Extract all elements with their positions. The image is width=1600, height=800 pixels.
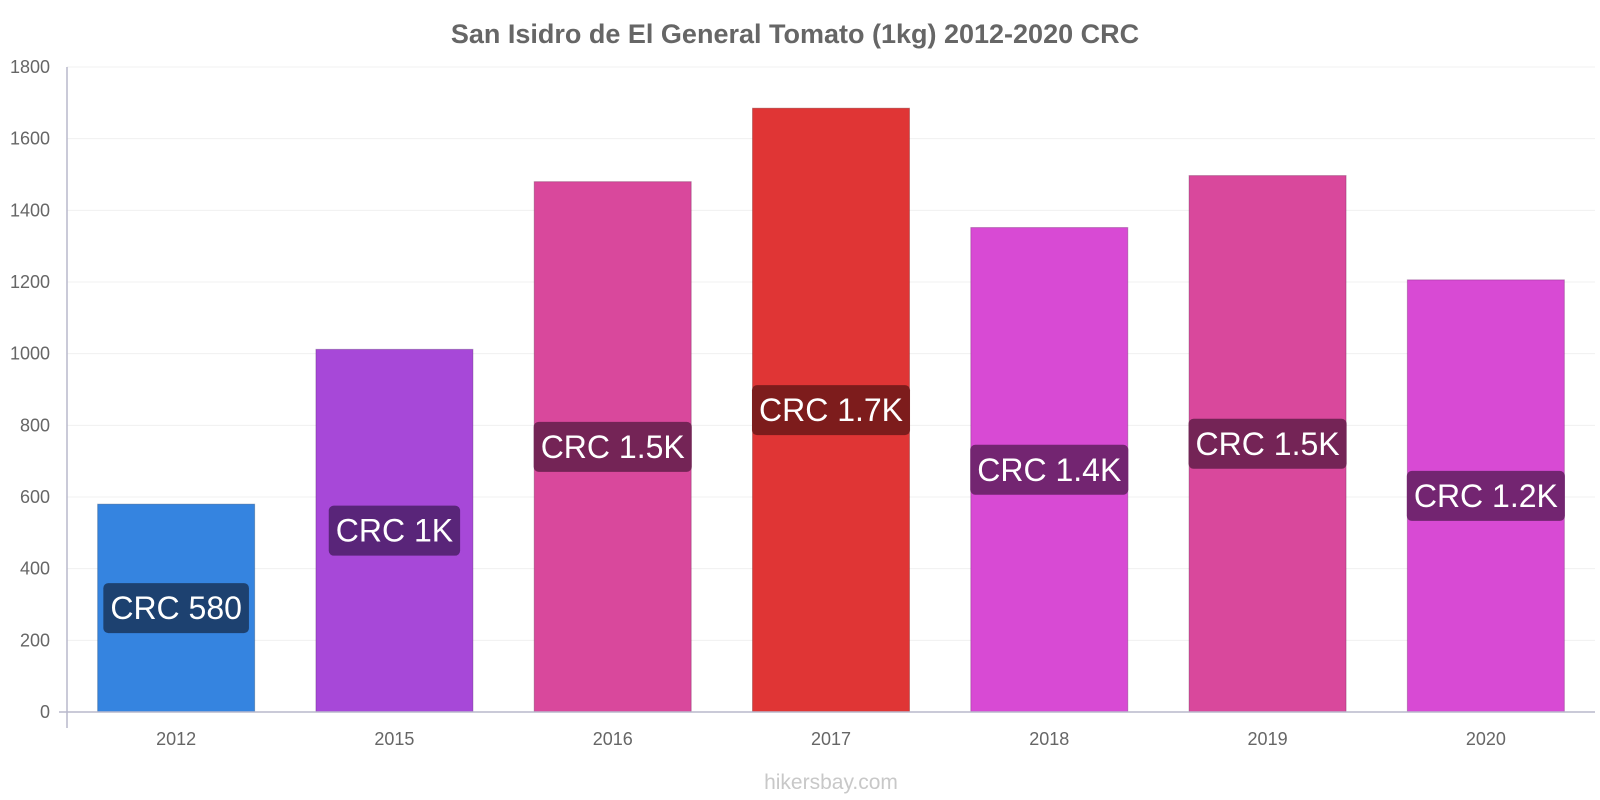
- x-tick-label: 2015: [374, 729, 414, 749]
- data-label-box: [1406, 470, 1565, 521]
- data-label-box: [103, 583, 249, 634]
- x-tick-label: 2016: [593, 729, 633, 749]
- data-label-text: CRC 580: [110, 590, 242, 626]
- data-label: CRC 1K: [328, 505, 461, 556]
- data-label-box: [1188, 418, 1347, 469]
- data-label: CRC 1.4K: [970, 444, 1129, 495]
- y-tick-label: 600: [20, 487, 50, 507]
- chart-title: San Isidro de El General Tomato (1kg) 20…: [451, 19, 1139, 49]
- y-tick-label: 200: [20, 630, 50, 650]
- y-tick-label: 0: [40, 702, 50, 722]
- data-label: CRC 580: [103, 583, 249, 634]
- data-label: CRC 1.2K: [1406, 470, 1565, 521]
- x-tick-label: 2020: [1466, 729, 1506, 749]
- y-tick-label: 1400: [10, 200, 50, 220]
- y-tick-label: 800: [20, 415, 50, 435]
- x-tick-label: 2012: [156, 729, 196, 749]
- data-label-text: CRC 1K: [336, 513, 453, 549]
- data-label-box: [533, 421, 692, 472]
- x-tick-label: 2019: [1248, 729, 1288, 749]
- y-tick-label: 400: [20, 559, 50, 579]
- data-label-text: CRC 1.5K: [541, 429, 685, 465]
- data-label-text: CRC 1.7K: [759, 392, 903, 428]
- x-tick-label: 2018: [1029, 729, 1069, 749]
- y-tick-label: 1000: [10, 344, 50, 364]
- y-tick-label: 1200: [10, 272, 50, 292]
- data-labels: CRC 580 CRC 1K CRC 1.5K CRC 1.7K CRC 1.4K CRC…: [103, 385, 1565, 634]
- data-label-text: CRC 1.4K: [977, 452, 1121, 488]
- y-tick-label: 1800: [10, 57, 50, 77]
- x-tick-label: 2017: [811, 729, 851, 749]
- data-label-box: [751, 385, 911, 436]
- data-label: CRC 1.5K: [533, 421, 692, 472]
- data-label-box: [328, 505, 461, 556]
- data-label-text: CRC 1.5K: [1196, 426, 1340, 462]
- data-label: CRC 1.7K: [751, 385, 911, 436]
- data-label-box: [970, 444, 1129, 495]
- watermark: hikersbay.com: [764, 771, 898, 794]
- data-label-text: CRC 1.2K: [1414, 478, 1558, 514]
- data-label: CRC 1.5K: [1188, 418, 1347, 469]
- axes: 0 200 400 600 800 1000 1200 1400 1600 1800 2012 201…: [10, 57, 1595, 749]
- y-tick-label: 1600: [10, 129, 50, 149]
